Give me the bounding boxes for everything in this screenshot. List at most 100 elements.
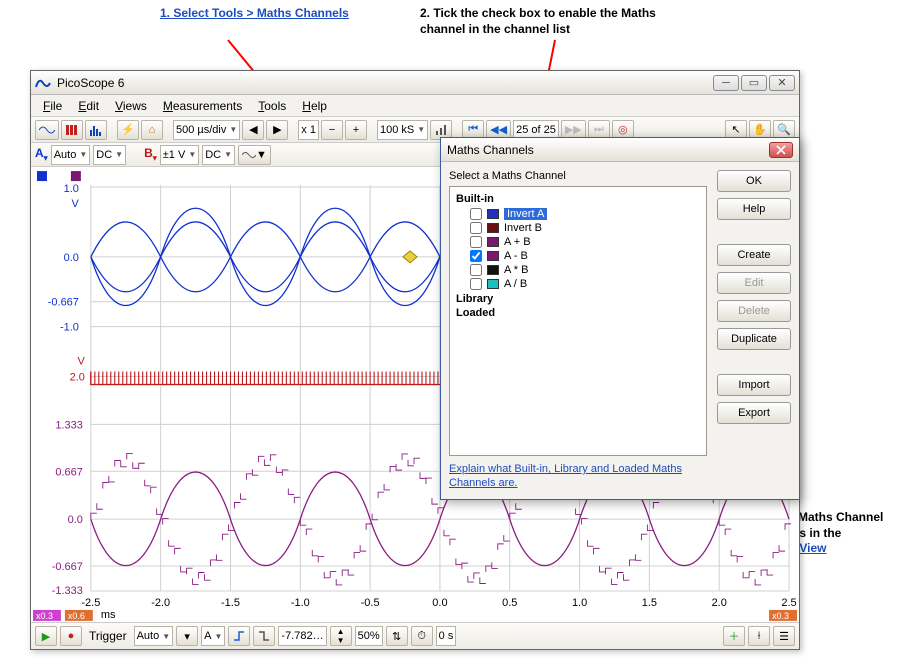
channel-a-label: A▾: [35, 146, 48, 162]
svg-text:V: V: [72, 198, 80, 210]
timebase-select[interactable]: 500 µs/div▼: [173, 120, 240, 140]
tree-label-1: Invert B: [504, 222, 542, 234]
timebase-value: 500 µs/div: [176, 124, 226, 136]
window-buttons: ─ ▭ ✕: [713, 75, 795, 91]
tree-checkbox-0[interactable]: [470, 208, 482, 220]
dialog-close-button[interactable]: [769, 142, 793, 158]
anno1-link[interactable]: Tools > Maths Channels: [212, 6, 349, 20]
trigger-pretrig-val: 50%: [358, 630, 380, 642]
dialog-title: Maths Channels: [447, 143, 534, 157]
xaxis-labels: -2.5 -2.0 -1.5 -1.0 -0.5 0.0 0.5 1.0 1.5…: [81, 597, 796, 621]
close-button[interactable]: ✕: [769, 75, 795, 91]
xzoom-select[interactable]: x 1: [298, 120, 319, 140]
tree-label-5: A / B: [504, 278, 527, 290]
create-button[interactable]: Create: [717, 244, 791, 266]
timebase-inc[interactable]: ▶: [266, 120, 288, 140]
tree-label-4: A * B: [504, 264, 528, 276]
trigger-mode[interactable]: Auto▼: [134, 626, 174, 646]
edge-rising-icon[interactable]: [228, 626, 250, 646]
import-button[interactable]: Import: [717, 374, 791, 396]
stop-button[interactable]: ●: [60, 626, 82, 646]
cha-coup-val: DC: [96, 149, 112, 161]
annotation-1: 1. Select Tools > Maths Channels: [160, 6, 349, 22]
xzoom-dec[interactable]: −: [321, 120, 343, 140]
rulers-icon[interactable]: ⟊: [748, 626, 770, 646]
app-icon: [35, 75, 51, 91]
tree-checkbox-5[interactable]: [470, 278, 482, 290]
channel-a-range[interactable]: Auto▼: [51, 145, 91, 165]
channel-b-range[interactable]: ±1 V▼: [160, 145, 199, 165]
menu-help[interactable]: Help: [294, 97, 335, 115]
tree-item-0[interactable]: Invert A: [470, 207, 700, 221]
maximize-button[interactable]: ▭: [741, 75, 767, 91]
edit-button[interactable]: Edit: [717, 272, 791, 294]
persistence-icon[interactable]: [61, 120, 83, 140]
run-button[interactable]: ▶: [35, 626, 57, 646]
timebase-dec[interactable]: ◀: [242, 120, 264, 140]
svg-text:0.5: 0.5: [502, 597, 517, 609]
siggen2-icon[interactable]: ▼: [238, 145, 271, 165]
trigger-ch[interactable]: A▼: [201, 626, 225, 646]
tree-group-loaded: Loaded: [456, 307, 700, 319]
tree-checkbox-1[interactable]: [470, 222, 482, 234]
yaxis-math-labels: 1.333 0.667 0.0 -0.667 -1.333: [52, 419, 83, 597]
trigger-level[interactable]: -7.782…: [278, 626, 326, 646]
channel-tree[interactable]: Built-in Invert A Invert B A + B A - B A…: [449, 186, 707, 456]
tree-swatch-4: [487, 265, 499, 275]
anno1-prefix: 1. Select: [160, 6, 212, 20]
svg-text:-0.667: -0.667: [48, 297, 79, 309]
trigger-mode-val: Auto: [137, 630, 160, 642]
tree-label-3: A - B: [504, 250, 528, 262]
menu-tools[interactable]: Tools: [250, 97, 294, 115]
svg-text:x0.3: x0.3: [772, 611, 789, 621]
svg-text:2.0: 2.0: [712, 597, 727, 609]
home-icon[interactable]: ⌂: [141, 120, 163, 140]
xzoom-inc[interactable]: +: [345, 120, 367, 140]
tree-group-library: Library: [456, 293, 700, 305]
dialog-explain-link[interactable]: Explain what Built-in, Library and Loade…: [449, 462, 707, 491]
samples-select[interactable]: 100 kS▼: [377, 120, 428, 140]
channel-b-coupling[interactable]: DC▼: [202, 145, 235, 165]
tree-item-4[interactable]: A * B: [470, 263, 700, 277]
spin-up[interactable]: ▲▼: [330, 626, 352, 646]
svg-text:-1.5: -1.5: [221, 597, 240, 609]
trigger-delay[interactable]: 0 s: [436, 626, 457, 646]
tree-item-2[interactable]: A + B: [470, 235, 700, 249]
add-measurement-icon[interactable]: ＋: [723, 626, 745, 646]
yaxis-a-labels: 1.0 V 0.0 -0.667 -1.0: [48, 183, 80, 334]
spectrum-icon[interactable]: [85, 120, 107, 140]
duplicate-button[interactable]: Duplicate: [717, 328, 791, 350]
ok-button[interactable]: OK: [717, 170, 791, 192]
channel-a-coupling[interactable]: DC▼: [93, 145, 126, 165]
menu-measurements[interactable]: Measurements: [155, 97, 250, 115]
tree-checkbox-2[interactable]: [470, 236, 482, 248]
menu-views[interactable]: Views: [107, 97, 155, 115]
svg-text:2.5: 2.5: [781, 597, 796, 609]
menu-file[interactable]: File: [35, 97, 70, 115]
delay-icon[interactable]: ⏱: [411, 626, 433, 646]
svg-text:-0.5: -0.5: [361, 597, 380, 609]
trigger-ch-val: A: [204, 630, 211, 642]
tree-checkbox-4[interactable]: [470, 264, 482, 276]
tree-item-5[interactable]: A / B: [470, 277, 700, 291]
help-button[interactable]: Help: [717, 198, 791, 220]
minimize-button[interactable]: ─: [713, 75, 739, 91]
svg-text:ms: ms: [101, 609, 116, 621]
svg-text:-1.0: -1.0: [291, 597, 310, 609]
svg-text:2.0: 2.0: [70, 372, 85, 384]
tree-item-1[interactable]: Invert B: [470, 221, 700, 235]
menu-edit[interactable]: Edit: [70, 97, 107, 115]
tree-item-3[interactable]: A - B: [470, 249, 700, 263]
siggen-icon[interactable]: ⚡: [117, 120, 139, 140]
edge-falling-icon[interactable]: [253, 626, 275, 646]
export-button[interactable]: Export: [717, 402, 791, 424]
menubar: File Edit Views Measurements Tools Help: [31, 95, 799, 117]
delete-button[interactable]: Delete: [717, 300, 791, 322]
notes-icon[interactable]: ☰: [773, 626, 795, 646]
tree-checkbox-3[interactable]: [470, 250, 482, 262]
scope-mode-icon[interactable]: [35, 120, 59, 140]
pretrig-spin[interactable]: ⇅: [386, 626, 408, 646]
trigger-opts[interactable]: ▾: [176, 626, 198, 646]
trigger-pretrig[interactable]: 50%: [355, 626, 383, 646]
trigger-label: Trigger: [85, 629, 131, 643]
